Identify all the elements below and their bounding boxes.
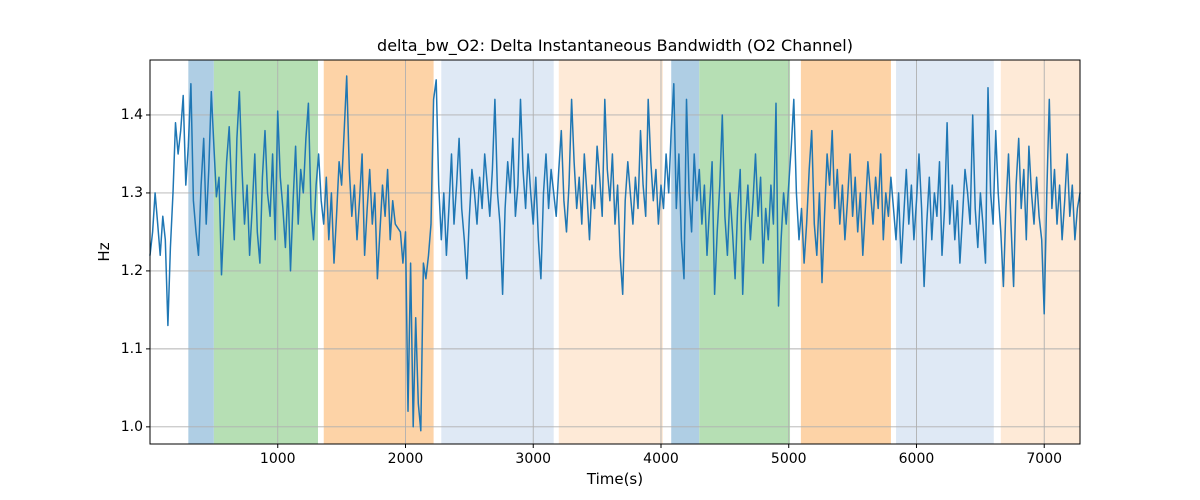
plot-spines: [149, 59, 1081, 445]
stage-band-pale-orange-1: [558, 60, 663, 444]
stage-band-green-1: [213, 60, 318, 444]
stage-band-pale-blue-2: [896, 60, 994, 444]
y-tick-label: 1.0: [120, 418, 143, 435]
x-tick-label: 5000: [770, 451, 807, 467]
y-tick-label: 1.4: [120, 106, 143, 123]
x-tick-label: 1000: [259, 451, 296, 467]
x-tick-label: 2000: [387, 451, 424, 467]
x-tick-label: 7000: [1026, 451, 1063, 467]
y-tick-label: 1.2: [120, 262, 143, 279]
x-axis-label: Time(s): [586, 470, 644, 488]
y-tick-label: 1.3: [120, 184, 143, 201]
x-tick-label: 4000: [643, 451, 679, 467]
chart-title: delta_bw_O2: Delta Instantaneous Bandwid…: [377, 36, 853, 55]
series-line: [149, 75, 1081, 432]
x-tick-label: 3000: [515, 451, 552, 467]
stage-band-pale-blue-1: [441, 60, 554, 444]
y-axis-label: Hz: [95, 242, 113, 262]
x-tick-label: 6000: [898, 451, 935, 467]
y-tick-label: 1.1: [120, 340, 143, 357]
stage-band-orange-2: [800, 60, 891, 444]
stage-band-blue-2: [671, 60, 700, 444]
